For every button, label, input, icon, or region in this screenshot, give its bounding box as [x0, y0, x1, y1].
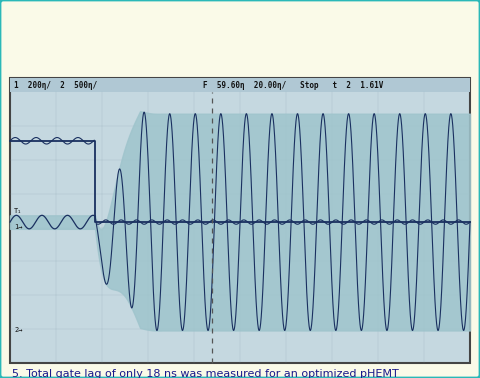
Text: T₁: T₁	[14, 208, 23, 214]
Text: 1→: 1→	[14, 224, 23, 230]
Text: F  59.60η  20.00η/   Stop   t  2  1.61V: F 59.60η 20.00η/ Stop t 2 1.61V	[203, 81, 384, 90]
Text: 5. Total gate lag of only 18 ns was measured for an optimized pHEMT
switch, from: 5. Total gate lag of only 18 ns was meas…	[12, 369, 399, 378]
Bar	[10, 78, 470, 363]
Text: 1  200η/  2  500η/: 1 200η/ 2 500η/	[14, 81, 97, 90]
Bar	[10, 78, 470, 92]
Text: 2→: 2→	[14, 327, 23, 333]
